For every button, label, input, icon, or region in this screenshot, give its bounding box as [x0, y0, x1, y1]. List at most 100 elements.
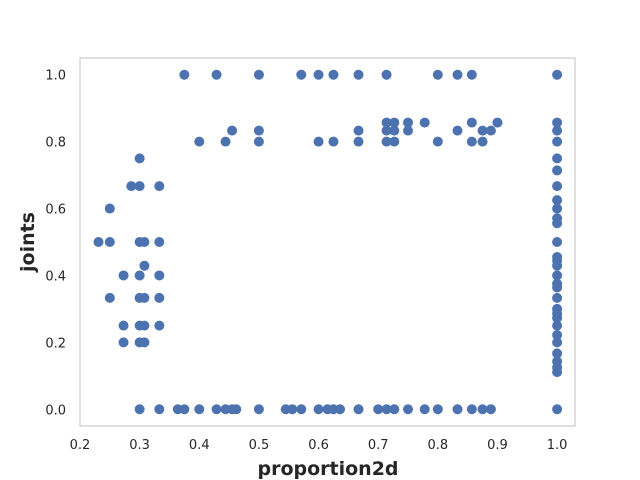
data-point	[552, 260, 563, 271]
points-layer	[93, 69, 563, 415]
data-point	[552, 153, 563, 164]
data-point	[389, 117, 400, 128]
data-point	[353, 404, 364, 415]
data-point	[552, 195, 563, 206]
x-tick-label: 0.2	[70, 438, 91, 453]
data-point	[477, 125, 488, 136]
data-point	[104, 203, 115, 214]
data-point	[492, 117, 503, 128]
data-point	[552, 165, 563, 176]
data-point	[477, 404, 488, 415]
data-point	[253, 125, 264, 136]
data-point	[452, 69, 463, 80]
data-point	[432, 404, 443, 415]
x-tick-label: 0.5	[249, 438, 270, 453]
x-tick-labels: 0.2 0.3 0.4 0.5 0.6 0.7 0.8 0.9 1.0	[70, 438, 568, 453]
data-point	[194, 404, 205, 415]
data-point	[287, 404, 298, 415]
data-point	[389, 136, 400, 147]
data-point	[389, 404, 400, 415]
data-point	[552, 348, 563, 359]
data-point	[104, 237, 115, 247]
data-point	[134, 270, 145, 281]
x-tick-label: 0.9	[487, 438, 508, 453]
data-point	[118, 320, 129, 331]
data-point	[253, 136, 264, 147]
y-tick-label: 0.0	[45, 403, 66, 418]
data-point	[552, 69, 563, 80]
data-point	[139, 292, 150, 303]
data-point	[403, 117, 414, 128]
y-tick-label: 0.4	[45, 269, 66, 284]
y-tick-label: 0.2	[45, 336, 66, 351]
data-point	[552, 337, 563, 348]
data-point	[253, 69, 264, 80]
data-point	[194, 136, 205, 147]
data-point	[296, 404, 307, 415]
data-point	[466, 404, 477, 415]
data-point	[93, 237, 104, 247]
y-tick-label: 0.8	[45, 136, 66, 151]
data-point	[211, 69, 222, 80]
data-point	[552, 136, 563, 147]
data-point	[552, 270, 563, 281]
x-axis-label: proportion2d	[257, 458, 398, 480]
data-point	[552, 117, 563, 128]
data-point	[419, 117, 430, 128]
y-tick-label: 0.6	[45, 203, 66, 218]
data-point	[139, 260, 150, 271]
data-point	[466, 136, 477, 147]
data-point	[381, 69, 392, 80]
data-point	[126, 181, 137, 192]
data-point	[154, 237, 165, 247]
data-point	[104, 292, 115, 303]
data-point	[313, 136, 324, 147]
x-tick-label: 0.7	[368, 438, 389, 453]
data-point	[381, 117, 392, 128]
data-point	[552, 312, 563, 323]
data-point	[134, 404, 145, 415]
data-point	[353, 136, 364, 147]
data-point	[552, 125, 563, 136]
data-point	[353, 125, 364, 136]
y-axis-label: joints	[17, 212, 39, 273]
data-point	[134, 153, 145, 164]
data-point	[466, 117, 477, 128]
data-point	[154, 404, 165, 415]
data-point	[328, 136, 339, 147]
data-point	[419, 404, 430, 415]
data-point	[231, 404, 242, 415]
x-tick-label: 1.0	[547, 438, 568, 453]
data-point	[552, 181, 563, 192]
data-point	[477, 136, 488, 147]
x-tick-label: 0.8	[427, 438, 448, 453]
data-point	[335, 404, 346, 415]
data-point	[403, 404, 414, 415]
data-point	[253, 404, 264, 415]
data-point	[552, 203, 563, 214]
data-point	[139, 320, 150, 331]
data-point	[179, 404, 190, 415]
data-point	[485, 404, 496, 415]
x-tick-label: 0.3	[129, 438, 150, 453]
data-point	[552, 367, 563, 378]
x-tick-label: 0.6	[308, 438, 329, 453]
data-point	[389, 125, 400, 136]
y-tick-labels: 0.0 0.2 0.4 0.6 0.8 1.0	[45, 69, 66, 419]
data-point	[118, 337, 129, 348]
data-point	[373, 404, 384, 415]
data-point	[432, 69, 443, 80]
data-point	[118, 270, 129, 281]
data-point	[328, 69, 339, 80]
data-point	[313, 69, 324, 80]
x-tick-label: 0.4	[189, 438, 210, 453]
data-point	[220, 136, 231, 147]
data-point	[552, 237, 563, 247]
data-point	[552, 218, 563, 229]
data-point	[452, 125, 463, 136]
data-point	[552, 330, 563, 340]
data-point	[381, 136, 392, 147]
data-point	[403, 125, 414, 136]
data-point	[139, 237, 150, 247]
